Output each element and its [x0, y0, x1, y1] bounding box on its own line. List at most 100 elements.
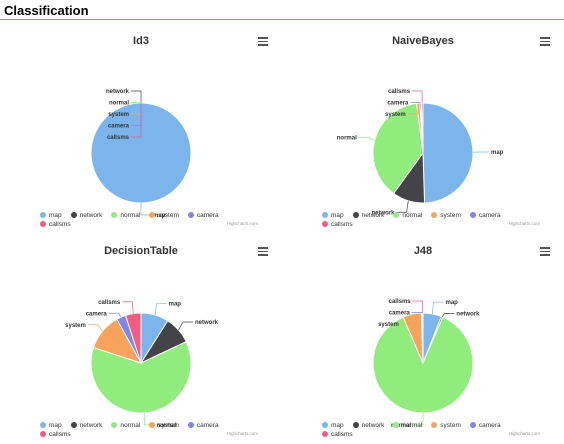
- pie-label-map: map: [153, 213, 166, 219]
- legend-item-system[interactable]: system: [431, 212, 461, 219]
- legend-label: system: [158, 422, 179, 429]
- chart-legend: map network normal system camera callsms: [322, 414, 562, 438]
- legend-marker-icon: [431, 422, 438, 428]
- legend-item-camera[interactable]: camera: [469, 212, 501, 219]
- pie-label-camera: camera: [387, 101, 409, 107]
- chart-title: NaiveBayes: [392, 35, 454, 47]
- credits-link[interactable]: Highcharts.com: [226, 221, 258, 226]
- pie-label-callsms: callsms: [98, 300, 121, 306]
- legend-item-camera[interactable]: camera: [187, 212, 219, 219]
- pie-label-normal: normal: [157, 423, 177, 429]
- pie-label-system: system: [108, 112, 129, 118]
- legend-label: network: [361, 422, 385, 429]
- hamburger-menu-icon[interactable]: [258, 37, 268, 46]
- legend-marker-icon: [393, 422, 400, 428]
- pie-label-network: network: [456, 312, 480, 318]
- pie-connector-callsms: [412, 90, 423, 104]
- pie-connector-system: [400, 314, 413, 325]
- credits-link[interactable]: Highcharts.com: [508, 221, 540, 226]
- pie-label-normal: normal: [337, 136, 357, 142]
- pie-connector-system: [407, 103, 419, 115]
- legend-marker-icon: [149, 422, 156, 428]
- legend-item-callsms[interactable]: callsms: [40, 221, 71, 228]
- legend-item-normal[interactable]: normal: [393, 422, 422, 429]
- legend-item-normal[interactable]: normal: [111, 422, 140, 429]
- hamburger-menu-icon[interactable]: [258, 247, 268, 256]
- legend-label: network: [79, 212, 103, 219]
- pie-slice-map[interactable]: [422, 102, 474, 204]
- pie-connector-network: [178, 321, 194, 331]
- legend-marker-icon: [322, 431, 328, 437]
- pie-connector-map: [432, 301, 444, 314]
- legend-marker-icon: [40, 431, 46, 437]
- pie-connector-callsms: [412, 300, 424, 314]
- legend-label: camera: [478, 212, 501, 219]
- pie-slice-callsms[interactable]: [420, 102, 424, 154]
- legend-label: system: [158, 212, 179, 219]
- chart-legend: map network normal system camera callsms: [40, 204, 280, 228]
- legend-marker-icon: [352, 422, 359, 428]
- pie-connector-map: [140, 203, 151, 216]
- legend-label: callsms: [331, 431, 353, 438]
- legend-marker-icon: [187, 212, 194, 218]
- title-divider: [0, 19, 564, 20]
- pie-slice-normal[interactable]: [372, 102, 424, 195]
- legend-item-map[interactable]: map: [322, 212, 344, 219]
- legend-item-camera[interactable]: camera: [469, 422, 501, 429]
- hamburger-menu-icon[interactable]: [540, 37, 550, 46]
- hamburger-menu-icon[interactable]: [540, 247, 550, 256]
- legend-item-map[interactable]: map: [322, 422, 344, 429]
- legend-item-system[interactable]: system: [149, 212, 179, 219]
- pie-connector-system: [87, 324, 103, 332]
- pie-label-system: system: [385, 112, 406, 118]
- legend-item-map[interactable]: map: [40, 422, 62, 429]
- pie-label-callsms: callsms: [389, 299, 412, 305]
- pie-slice-normal[interactable]: [372, 316, 474, 414]
- chart-title: J48: [413, 245, 433, 257]
- legend-label: network: [79, 422, 103, 429]
- pie-connector-network: [396, 200, 409, 213]
- legend-marker-icon: [40, 221, 46, 227]
- pie-plot: map network normal system camera callsms: [372, 299, 480, 429]
- legend-item-callsms[interactable]: callsms: [322, 431, 353, 438]
- legend-item-network[interactable]: network: [352, 212, 384, 219]
- legend-item-callsms[interactable]: callsms: [322, 221, 353, 228]
- legend-item-network[interactable]: network: [70, 212, 103, 219]
- legend-item-callsms[interactable]: callsms: [40, 431, 71, 438]
- legend-item-system[interactable]: system: [431, 422, 461, 429]
- legend-marker-icon: [431, 212, 438, 218]
- legend-marker-icon: [111, 212, 118, 218]
- legend-item-system[interactable]: system: [149, 422, 179, 429]
- chart-title: Id3: [133, 35, 149, 47]
- legend-marker-icon: [393, 212, 400, 218]
- legend-label: normal: [120, 212, 141, 219]
- legend-label: callsms: [331, 221, 353, 228]
- legend-label: normal: [402, 212, 423, 219]
- legend-marker-icon: [70, 422, 77, 428]
- pie-label-map: map: [445, 300, 458, 306]
- pie-slice-callsms[interactable]: [421, 312, 424, 364]
- pie-connector-camera: [411, 312, 423, 314]
- legend-label: normal: [120, 422, 141, 429]
- legend-item-normal[interactable]: normal: [111, 212, 140, 219]
- legend-item-network[interactable]: network: [70, 422, 103, 429]
- pie-connector-camera: [410, 102, 421, 104]
- credits-link[interactable]: Highcharts.com: [508, 431, 540, 436]
- legend-item-network[interactable]: network: [352, 422, 385, 429]
- pie-connector-normal: [413, 413, 424, 426]
- pie-label-camera: camera: [389, 311, 411, 317]
- legend-label: callsms: [49, 431, 71, 438]
- pie-connector-callsms: [131, 103, 142, 138]
- credits-link[interactable]: Highcharts.com: [226, 431, 258, 436]
- legend-label: map: [331, 422, 344, 429]
- legend-item-camera[interactable]: camera: [187, 422, 219, 429]
- legend-item-map[interactable]: map: [40, 212, 62, 219]
- pie-connector-camera: [108, 312, 122, 318]
- legend-item-normal[interactable]: normal: [393, 212, 422, 219]
- legend-marker-icon: [149, 212, 156, 218]
- pie-label-network: network: [106, 89, 130, 95]
- pie-connector-normal: [358, 137, 375, 141]
- legend-marker-icon: [187, 422, 194, 428]
